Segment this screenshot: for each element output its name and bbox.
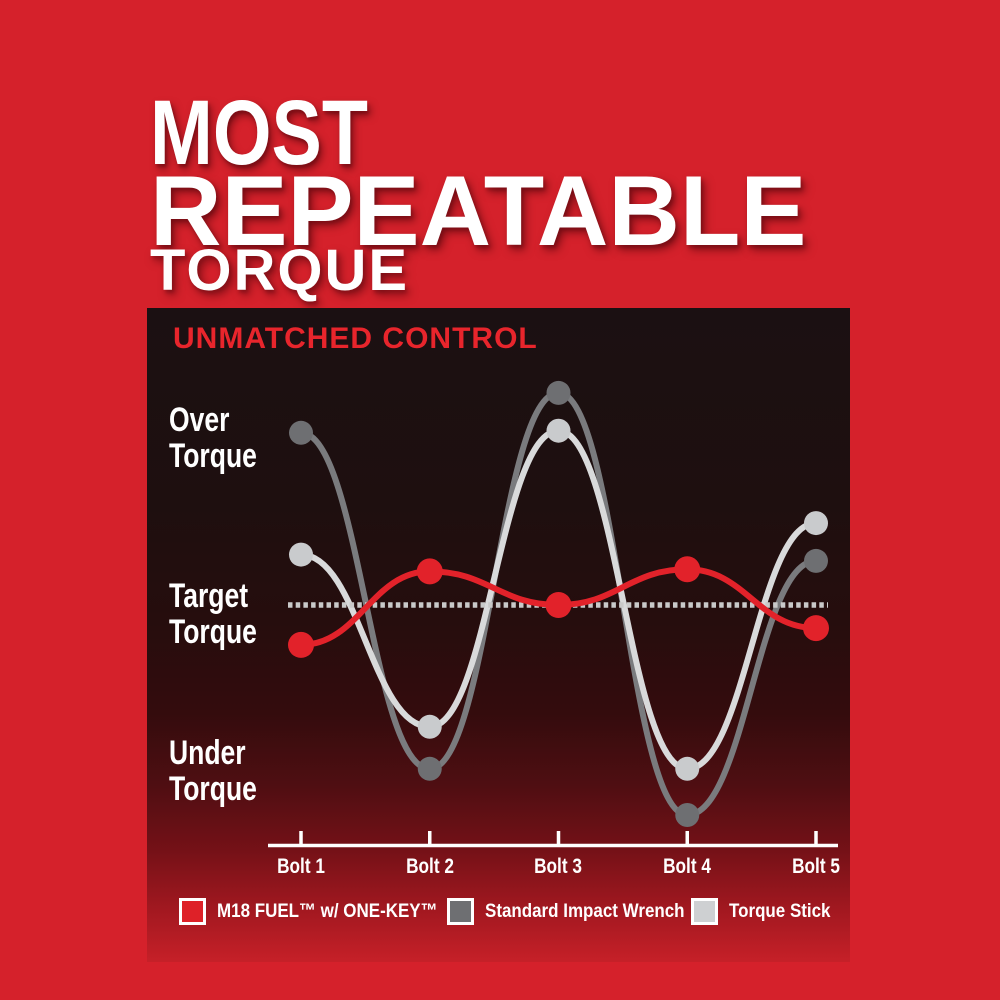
legend-label-standard-impact-wrench: Standard Impact Wrench bbox=[485, 900, 685, 922]
data-point-standard-impact-wrench-4 bbox=[675, 803, 700, 827]
y-axis-label-under-torque: Under Torque bbox=[169, 734, 257, 808]
data-point-m18-fuel-w-one-key-4 bbox=[674, 556, 701, 583]
page-title-line-torque: TORQUE bbox=[150, 238, 410, 303]
data-point-torque-stick-4 bbox=[675, 756, 700, 781]
legend-item-standard-impact-wrench: Standard Impact Wrench bbox=[447, 898, 714, 925]
data-point-torque-stick-3 bbox=[546, 418, 571, 443]
legend-swatch-standard-impact-wrench bbox=[447, 898, 474, 925]
data-point-standard-impact-wrench-1 bbox=[289, 420, 313, 445]
data-point-torque-stick-5 bbox=[804, 511, 828, 536]
data-point-m18-fuel-w-one-key-3 bbox=[545, 592, 572, 618]
data-point-torque-stick-2 bbox=[417, 714, 442, 739]
legend-swatch-m18-fuel bbox=[179, 898, 206, 925]
data-point-m18-fuel-w-one-key-1 bbox=[288, 631, 314, 658]
data-point-standard-impact-wrench-3 bbox=[546, 380, 571, 405]
legend-item-torque-stick: Torque Stick bbox=[691, 898, 846, 925]
x-axis-label-bolt-5: Bolt 5 bbox=[792, 855, 840, 878]
legend-swatch-torque-stick bbox=[691, 898, 718, 925]
chart-heading: UNMATCHED CONTROL bbox=[173, 322, 538, 355]
data-point-m18-fuel-w-one-key-5 bbox=[803, 615, 829, 642]
y-axis-label-target-torque: Target Torque bbox=[169, 577, 257, 651]
y-axis-label-over-torque: Over Torque bbox=[169, 401, 257, 475]
x-axis-label-bolt-1: Bolt 1 bbox=[277, 855, 325, 878]
legend-label-torque-stick: Torque Stick bbox=[729, 900, 831, 922]
legend-label-m18-fuel: M18 FUEL™ w/ ONE-KEY™ bbox=[217, 900, 438, 922]
page-title-line-most: MOST bbox=[150, 82, 368, 184]
x-axis-label-bolt-2: Bolt 2 bbox=[406, 855, 454, 878]
legend-item-m18-fuel: M18 FUEL™ w/ ONE-KEY™ bbox=[179, 898, 471, 925]
x-axis-label-bolt-4: Bolt 4 bbox=[663, 855, 711, 878]
x-axis-label-bolt-3: Bolt 3 bbox=[534, 855, 582, 878]
torque-chart-panel: UNMATCHED CONTROL Over Torque Target Tor… bbox=[147, 308, 850, 962]
torque-chart-svg bbox=[268, 380, 838, 848]
data-point-m18-fuel-w-one-key-2 bbox=[416, 558, 443, 585]
data-point-standard-impact-wrench-2 bbox=[417, 756, 442, 781]
data-point-standard-impact-wrench-5 bbox=[804, 548, 828, 573]
page-title-line-repeatable: REPEATABLE bbox=[150, 155, 807, 266]
data-point-torque-stick-1 bbox=[289, 542, 313, 567]
